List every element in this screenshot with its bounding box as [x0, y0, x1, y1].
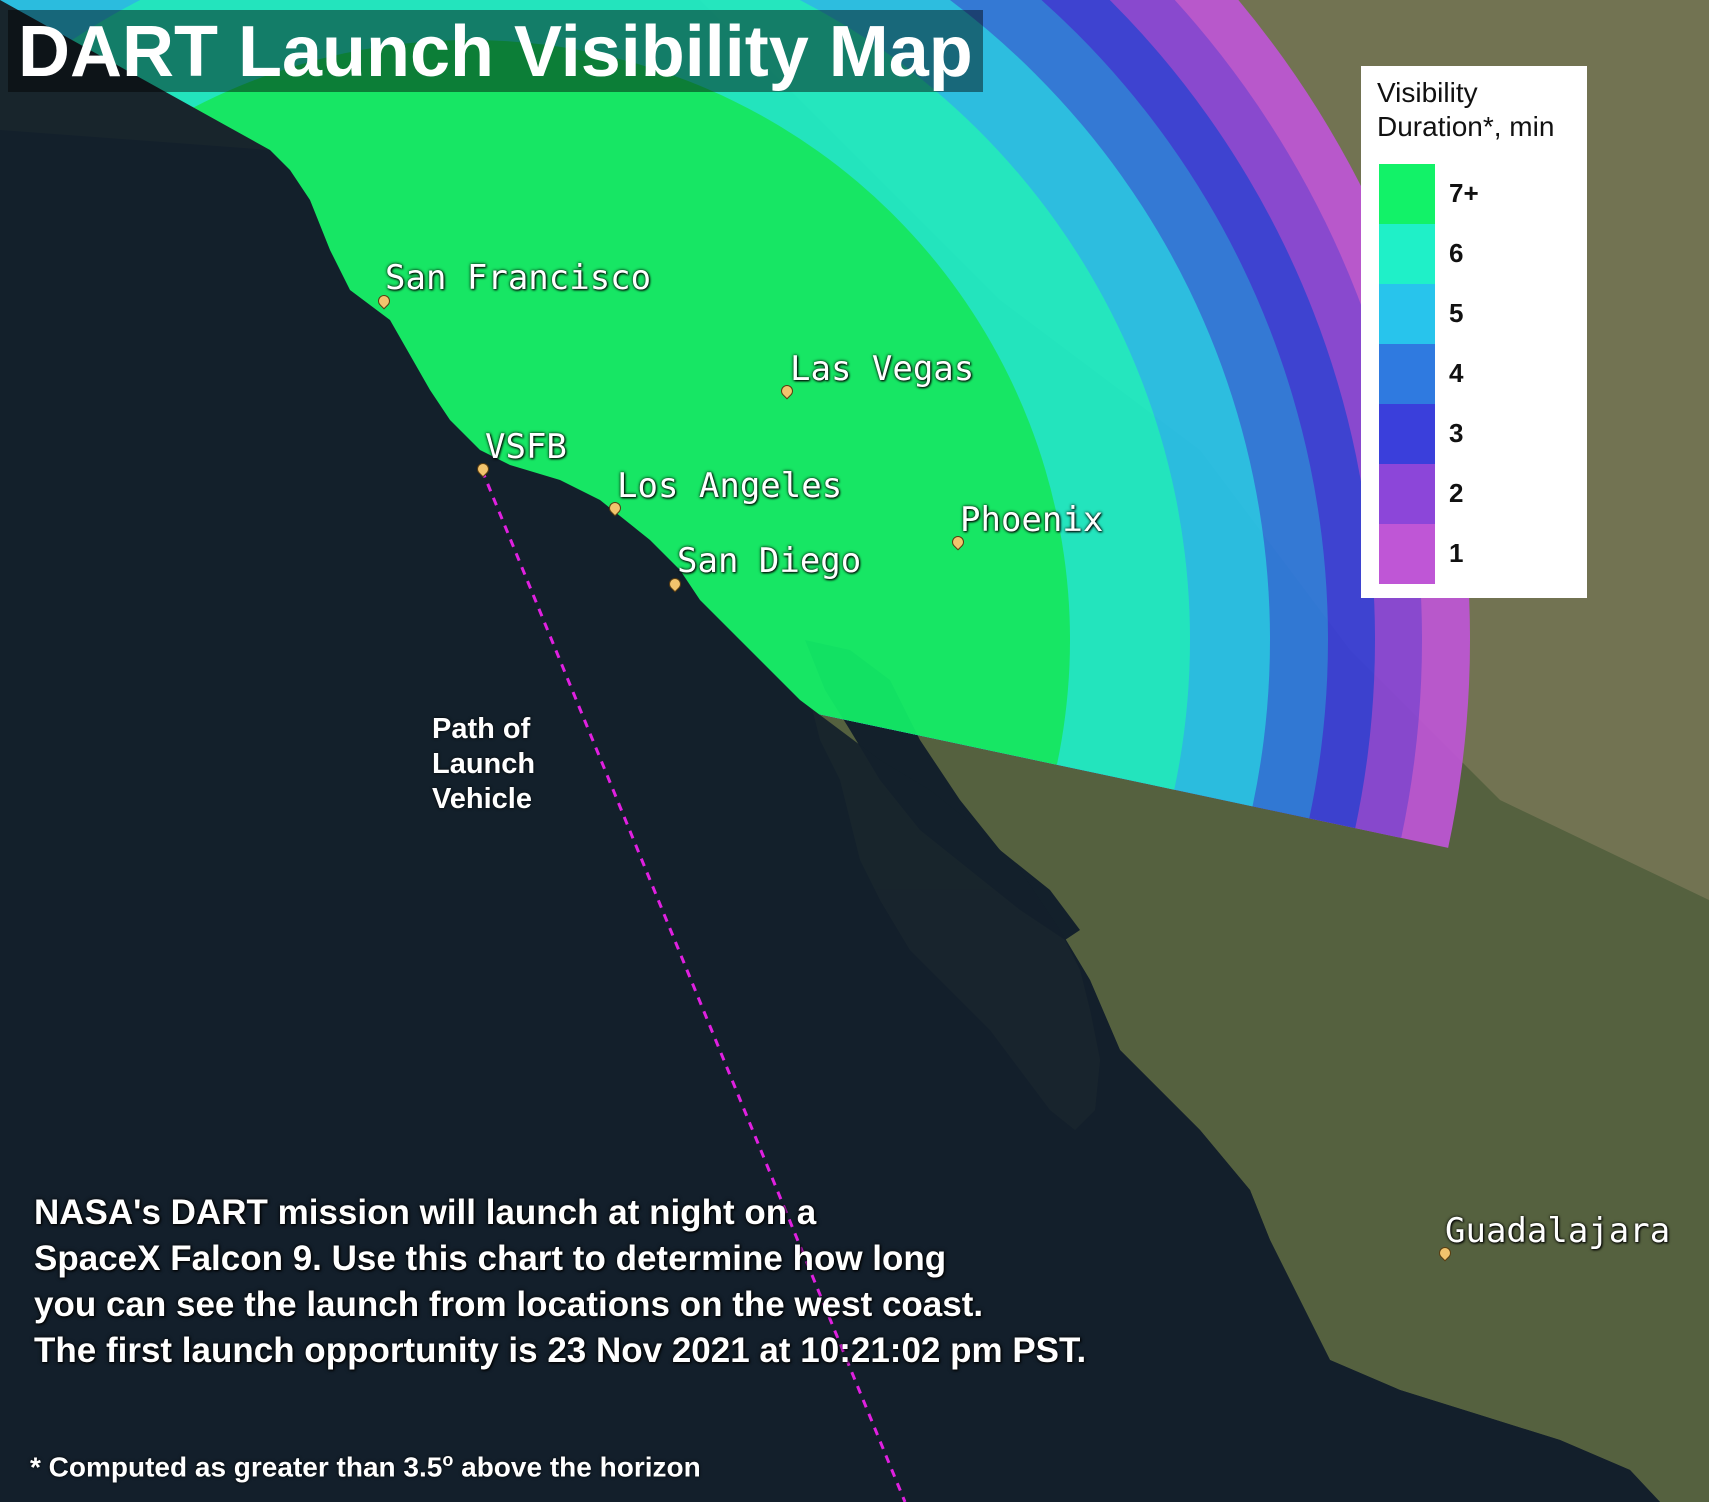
legend-title-line1: Visibility: [1377, 77, 1478, 108]
map-title-box: DART Launch Visibility Map: [8, 10, 983, 92]
city-label-guadalajara: Guadalajara: [1445, 1211, 1671, 1251]
caption-line3: you can see the launch from locations on…: [34, 1285, 984, 1324]
caption-line4: The first launch opportunity is 23 Nov 2…: [34, 1331, 1087, 1370]
caption-line1: NASA's DART mission will launch at night…: [34, 1193, 817, 1232]
legend-title: Visibility Duration*, min: [1377, 76, 1554, 144]
legend-swatch: [1379, 344, 1435, 404]
caption: NASA's DART mission will launch at night…: [34, 1190, 1334, 1374]
launch-path-label: Path of Launch Vehicle: [432, 712, 535, 817]
legend-label: 4: [1449, 358, 1464, 388]
footnote-prefix: * Computed as greater than 3.5: [30, 1451, 443, 1483]
city-label-san-diego: San Diego: [677, 541, 862, 581]
ocean-mask: [0, 0, 1660, 1502]
footnote-superscript: o: [442, 1450, 454, 1470]
legend-swatch: [1379, 164, 1435, 224]
legend-swatch: [1379, 224, 1435, 284]
launch-path-label-line2: Launch: [432, 748, 536, 780]
launch-path-label-line3: Vehicle: [432, 783, 532, 815]
legend: Visibility Duration*, min 7+ 6 5 4 3 2 1: [1361, 66, 1587, 598]
legend-label: 1: [1449, 538, 1464, 568]
city-label-las-vegas: Las Vegas: [790, 349, 975, 389]
legend-label: 6: [1449, 238, 1464, 268]
legend-swatch: [1379, 524, 1435, 584]
legend-title-line2: Duration*, min: [1377, 111, 1555, 142]
legend-label: 7+: [1449, 178, 1479, 208]
map-title: DART Launch Visibility Map: [18, 12, 973, 92]
city-label-los-angeles: Los Angeles: [617, 466, 843, 506]
caption-line2: SpaceX Falcon 9. Use this chart to deter…: [34, 1239, 947, 1278]
legend-swatch: [1379, 284, 1435, 344]
footnote-suffix: above the horizon: [453, 1451, 701, 1483]
legend-label: 3: [1449, 418, 1464, 448]
city-label-phoenix: Phoenix: [960, 500, 1104, 540]
city-label-vsfb: VSFB: [485, 427, 567, 467]
legend-label: 5: [1449, 298, 1464, 328]
city-label-san-francisco: San Francisco: [385, 258, 652, 298]
legend-label: 2: [1449, 478, 1464, 508]
launch-path-label-line1: Path of: [432, 713, 531, 745]
footnote: * Computed as greater than 3.5o above th…: [30, 1450, 701, 1483]
legend-swatch: [1379, 464, 1435, 524]
legend-swatch: [1379, 404, 1435, 464]
launch-path-line: [480, 469, 907, 1502]
